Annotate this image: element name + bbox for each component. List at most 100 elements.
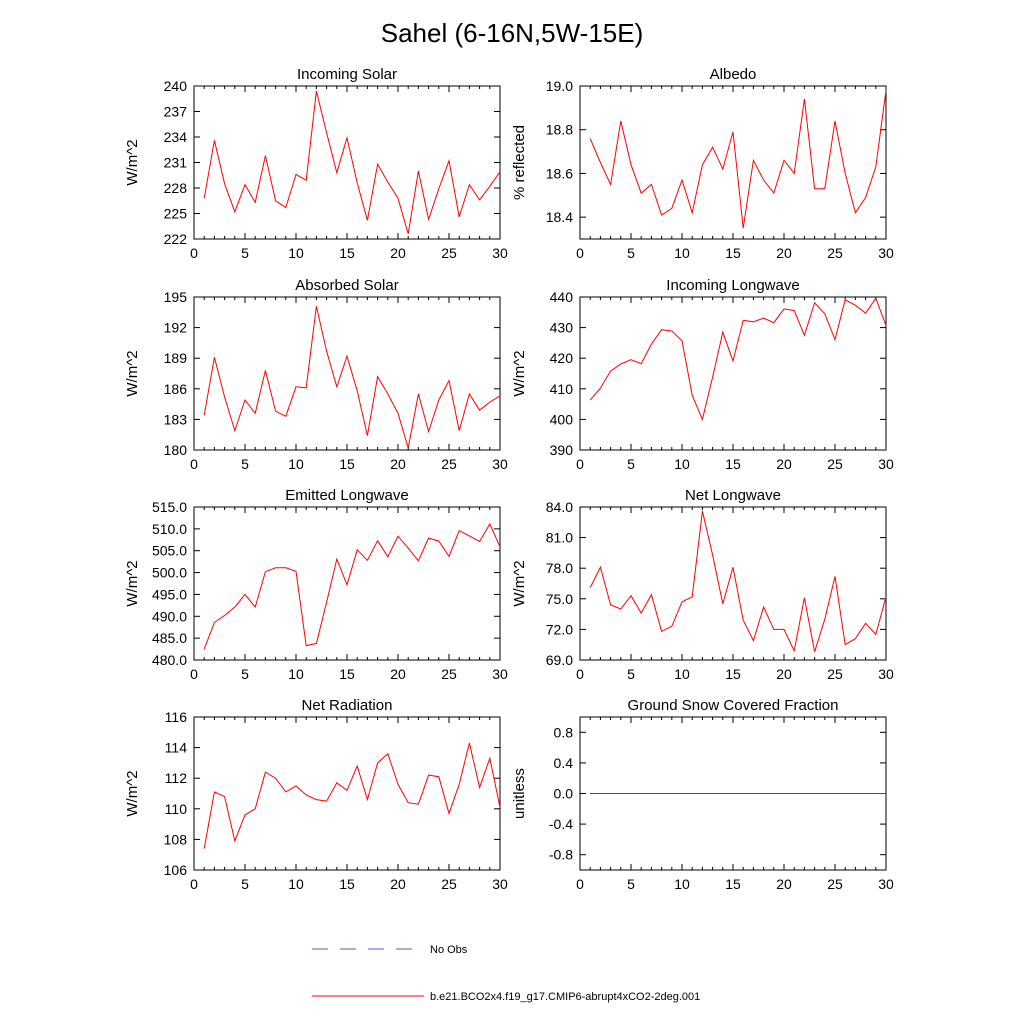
x-tick-label: 5 xyxy=(241,245,249,261)
y-tick-label: 440 xyxy=(550,289,574,305)
y-tick-label: 500.0 xyxy=(152,565,187,581)
x-tick-label: 20 xyxy=(390,876,406,892)
plot-frame xyxy=(579,506,887,661)
x-tick-label: 20 xyxy=(776,456,792,472)
x-tick-label: 30 xyxy=(878,666,894,682)
x-tick-label: 25 xyxy=(441,456,457,472)
x-tick-label: 25 xyxy=(827,876,843,892)
y-tick-label: 231 xyxy=(164,155,188,171)
x-tick-label: 10 xyxy=(674,666,690,682)
series-line xyxy=(589,297,887,421)
plot-frame xyxy=(193,296,501,451)
x-tick-label: 25 xyxy=(441,666,457,682)
y-tick-label: 480.0 xyxy=(152,652,187,668)
y-tick-label: 0.0 xyxy=(554,786,574,802)
x-tick-label: 30 xyxy=(492,245,508,261)
y-tick-label: 228 xyxy=(164,180,188,196)
y-tick-label: 410 xyxy=(550,381,574,397)
y-tick-label: 192 xyxy=(164,320,188,336)
chart-panel: 0 5 10 15 20 25 30 106 108 110 112 114 116 Net Radiat… xyxy=(124,697,508,892)
x-tick-label: 10 xyxy=(674,245,690,261)
y-axis-label: W/m^2 xyxy=(124,560,141,606)
plot-frame xyxy=(193,716,501,871)
x-tick-label: 15 xyxy=(725,456,741,472)
y-tick-label: 515.0 xyxy=(152,499,187,515)
x-tick-label: 0 xyxy=(190,245,198,261)
x-tick-label: 10 xyxy=(288,245,304,261)
x-tick-label: 0 xyxy=(190,666,198,682)
panel-title: Emitted Longwave xyxy=(285,487,408,504)
x-tick-label: 5 xyxy=(627,245,635,261)
series-line xyxy=(589,90,887,229)
y-tick-label: 18.6 xyxy=(546,165,573,181)
y-tick-label: 84.0 xyxy=(546,499,573,515)
x-tick-label: 15 xyxy=(339,666,355,682)
legend: No Obs b.e21.BCO2x4.f19_g17.CMIP6-abrupt… xyxy=(312,944,700,1003)
y-tick-label: 106 xyxy=(164,862,188,878)
x-tick-label: 10 xyxy=(288,456,304,472)
x-tick-label: 5 xyxy=(627,876,635,892)
x-tick-label: 0 xyxy=(576,245,584,261)
x-tick-label: 5 xyxy=(627,666,635,682)
y-tick-label: 0.4 xyxy=(554,755,574,771)
y-tick-label: -0.4 xyxy=(549,816,573,832)
chart-panel: 0 5 10 15 20 25 30 69.0 72.0 75.0 78.0 81.0 84.0 Net … xyxy=(511,487,894,682)
y-tick-label: 78.0 xyxy=(546,560,573,576)
y-tick-label: 237 xyxy=(164,104,188,120)
panel-title: Incoming Longwave xyxy=(666,277,799,294)
y-tick-label: 75.0 xyxy=(546,591,573,607)
panel-title: Albedo xyxy=(710,66,757,83)
x-tick-label: 20 xyxy=(776,666,792,682)
figure-title: Sahel (6-16N,5W-15E) xyxy=(381,18,644,48)
y-axis-label: W/m^2 xyxy=(124,350,141,396)
x-tick-label: 10 xyxy=(288,876,304,892)
y-tick-label: -0.8 xyxy=(549,847,573,863)
panel-title: Incoming Solar xyxy=(297,66,397,83)
x-tick-label: 0 xyxy=(576,456,584,472)
y-tick-label: 72.0 xyxy=(546,621,573,637)
chart-panel: 0 5 10 15 20 25 30 18.4 18.6 18.8 19.0 Albedo % refl… xyxy=(511,66,894,261)
x-tick-label: 30 xyxy=(492,456,508,472)
y-tick-label: 505.0 xyxy=(152,543,187,559)
y-tick-label: 114 xyxy=(165,740,188,756)
x-tick-label: 20 xyxy=(390,245,406,261)
chart-panel: 0 5 10 15 20 25 30 390 400 410 420 430 440 Incoming L… xyxy=(511,277,894,472)
x-tick-label: 20 xyxy=(390,456,406,472)
x-tick-label: 5 xyxy=(241,456,249,472)
x-tick-label: 10 xyxy=(288,666,304,682)
y-tick-label: 485.0 xyxy=(152,630,187,646)
y-tick-label: 189 xyxy=(164,350,188,366)
y-tick-label: 234 xyxy=(164,129,188,145)
x-tick-label: 25 xyxy=(827,456,843,472)
legend-model-label: b.e21.BCO2x4.f19_g17.CMIP6-abrupt4xCO2-2… xyxy=(430,991,700,1003)
x-tick-label: 15 xyxy=(725,876,741,892)
x-tick-label: 0 xyxy=(576,876,584,892)
y-axis-label: % reflected xyxy=(511,125,528,200)
y-tick-label: 240 xyxy=(164,78,188,94)
x-tick-label: 5 xyxy=(241,876,249,892)
y-tick-label: 195 xyxy=(164,289,188,305)
y-tick-label: 222 xyxy=(164,231,188,247)
y-tick-label: 495.0 xyxy=(152,586,187,602)
x-tick-label: 25 xyxy=(827,245,843,261)
x-tick-label: 30 xyxy=(878,245,894,261)
x-tick-label: 30 xyxy=(878,456,894,472)
y-tick-label: 430 xyxy=(550,320,574,336)
x-tick-label: 0 xyxy=(190,876,198,892)
series-line xyxy=(589,510,887,653)
x-tick-label: 15 xyxy=(339,876,355,892)
x-tick-label: 0 xyxy=(190,456,198,472)
panel-title: Net Longwave xyxy=(685,487,781,504)
x-tick-label: 15 xyxy=(725,666,741,682)
y-tick-label: 420 xyxy=(550,350,574,366)
x-tick-label: 25 xyxy=(441,876,457,892)
y-tick-label: 186 xyxy=(164,381,188,397)
y-tick-label: 112 xyxy=(165,770,188,786)
chart-panel: 0 5 10 15 20 25 30 222 225 228 231 234 237 240 Incomin… xyxy=(124,66,508,261)
x-tick-label: 15 xyxy=(339,456,355,472)
x-tick-label: 25 xyxy=(441,245,457,261)
x-tick-label: 30 xyxy=(492,876,508,892)
x-tick-label: 20 xyxy=(776,245,792,261)
x-tick-label: 5 xyxy=(241,666,249,682)
